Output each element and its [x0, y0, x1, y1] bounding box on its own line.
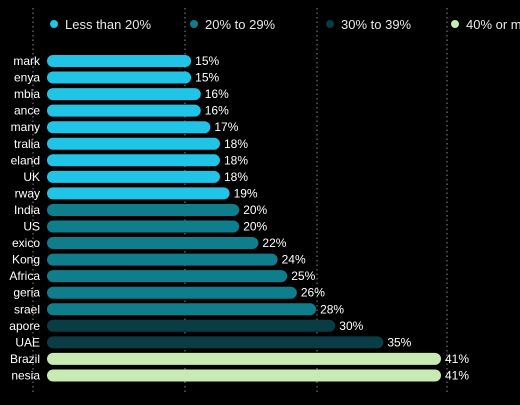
value-label: 28% [320, 302, 344, 316]
category-label: apore [9, 319, 40, 333]
bar [47, 104, 201, 117]
category-label: US [23, 220, 40, 234]
value-label: 18% [224, 153, 248, 167]
legend-item: 30% to 39% [326, 17, 412, 32]
category-label: ance [14, 104, 40, 118]
bar [47, 137, 220, 150]
value-label: 15% [195, 54, 219, 68]
value-label: 15% [195, 71, 219, 85]
category-label: eland [11, 153, 40, 167]
bar [47, 253, 278, 266]
category-label: rway [15, 186, 40, 200]
bar [47, 154, 220, 167]
bar [47, 203, 240, 216]
legend-marker [190, 20, 198, 28]
category-label: mbia [14, 87, 40, 101]
category-label: UAE [15, 335, 40, 349]
bar [47, 303, 317, 316]
legend-marker [50, 20, 58, 28]
category-label: many [11, 120, 40, 134]
bar [47, 170, 220, 183]
value-label: 19% [234, 186, 258, 200]
category-label: Brazil [10, 352, 40, 366]
legend-label: 30% to 39% [341, 17, 412, 32]
value-label: 16% [205, 104, 229, 118]
value-label: 22% [262, 236, 286, 250]
bar [47, 121, 211, 134]
legend-item: Less than 20% [50, 17, 151, 32]
bar [47, 237, 259, 250]
bar [47, 220, 240, 233]
value-label: 18% [224, 170, 248, 184]
legend-item: 20% to 29% [190, 17, 276, 32]
category-label: mark [13, 54, 41, 68]
category-label: srael [14, 302, 40, 316]
legend-label: Less than 20% [65, 17, 151, 32]
bar [47, 319, 336, 332]
bar [47, 187, 230, 200]
category-labels: mark enya mbia ance many tralia eland UK rway Ind… [9, 54, 41, 382]
value-label: 16% [205, 87, 229, 101]
legend-marker [451, 20, 459, 28]
value-label: 20% [243, 203, 267, 217]
value-label: 41% [445, 352, 469, 366]
bar [47, 71, 192, 84]
value-label: 35% [387, 335, 411, 349]
category-label: enya [14, 71, 40, 85]
category-label: tralia [14, 137, 40, 151]
category-label: UK [23, 170, 40, 184]
value-label: 20% [243, 220, 267, 234]
legend-marker [326, 20, 334, 28]
value-label: 30% [339, 319, 363, 333]
bar [47, 55, 192, 67]
value-label: 41% [445, 368, 469, 382]
legend-item: 40% or mo [451, 17, 520, 32]
bar [47, 270, 288, 283]
value-label: 18% [224, 137, 248, 151]
bar [47, 369, 441, 382]
bars [47, 55, 441, 382]
bar [47, 336, 384, 349]
value-label: 25% [291, 269, 315, 283]
category-label: nesia [11, 368, 40, 382]
bar [47, 352, 441, 365]
bar [47, 286, 297, 299]
legend: Less than 20% 20% to 29% 30% to 39% 40% or … [50, 17, 520, 32]
category-label: exico [12, 236, 40, 250]
category-label: Africa [9, 269, 40, 283]
category-label: India [14, 203, 40, 217]
category-label: geria [13, 286, 40, 300]
value-labels: 15% 15% 16% 16% 17% 18% 18% 18% 19% 20% 20% 22% 24% 2… [195, 54, 469, 382]
legend-label: 20% to 29% [205, 17, 276, 32]
value-label: 24% [282, 253, 306, 267]
legend-label: 40% or mo [466, 17, 520, 32]
value-label: 26% [301, 286, 325, 300]
category-label: Kong [12, 253, 40, 267]
bar [47, 88, 201, 101]
value-label: 17% [214, 120, 238, 134]
